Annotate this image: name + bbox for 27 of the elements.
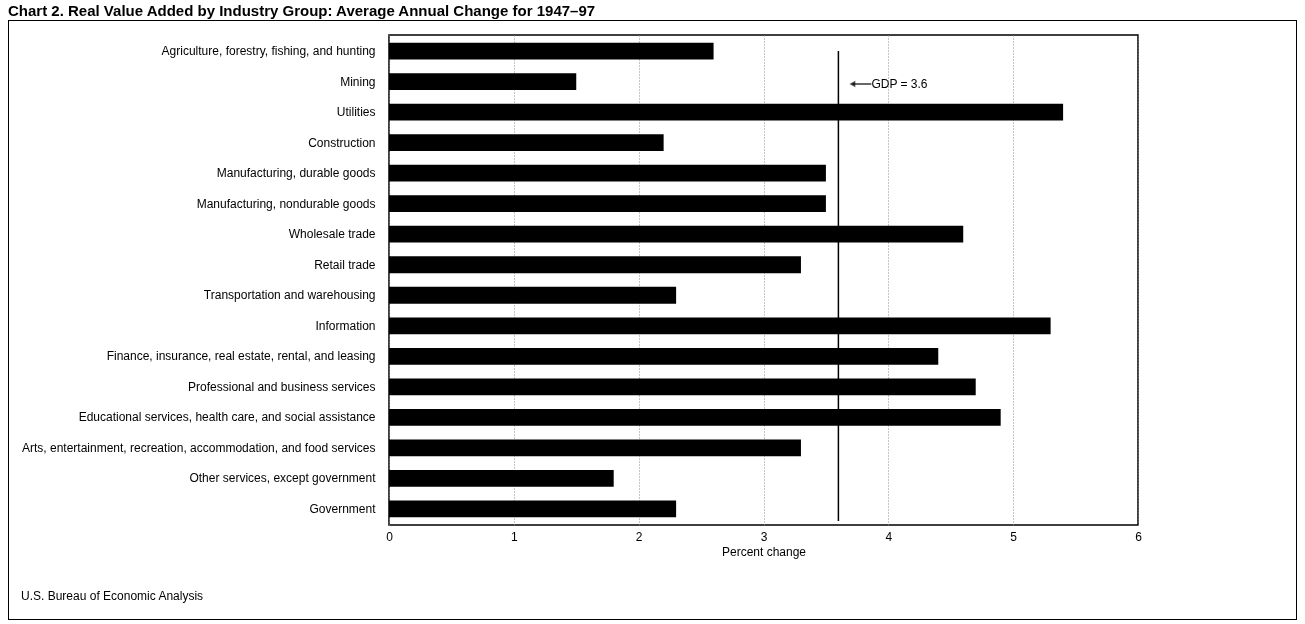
x-tick-label: 2 [635,529,643,544]
x-tick-label: 4 [885,529,893,544]
x-tick-label: 5 [1010,529,1018,544]
y-tick-label: Transportation and warehousing [203,288,376,303]
y-tick-label: Manufacturing, nondurable goods [196,196,376,211]
x-axis-title: Percent change [721,544,807,559]
x-tick-label: 1 [510,529,518,544]
y-tick-label: Information [315,318,376,333]
ref-line-label: GDP = 3.6 [871,77,928,91]
y-tick-label: Mining [340,74,376,89]
x-tick-label: 3 [760,529,768,544]
y-tick-label: Educational services, health care, and social assistance [78,410,376,425]
y-tick-label: Manufacturing, durable goods [216,166,376,181]
x-tick-label: 6 [1135,529,1143,544]
y-tick-label: Government [309,501,377,516]
y-tick-label: Wholesale trade [288,227,376,242]
y-tick-label: Retail trade [314,257,376,272]
y-tick-label: Agriculture, forestry, fishing, and hunting [161,44,376,59]
y-tick-label: Other services, except government [189,471,377,486]
y-tick-label: Utilities [336,105,376,120]
x-tick-label: 0 [386,529,394,544]
text: U.S. Bureau of Economic Analysis [21,589,204,603]
y-tick-label: Professional and business services [188,379,376,394]
y-tick-label: Arts, entertainment, recreation, accommodation, and food services [21,440,376,455]
chart-title: Chart 2. Real Value Added by Industry Group: Average Annual Change for 1947–97 [7,1,597,20]
y-tick-label: Construction [308,135,376,150]
y-tick-label: Finance, insurance, real estate, rental, and leasing [106,349,376,364]
